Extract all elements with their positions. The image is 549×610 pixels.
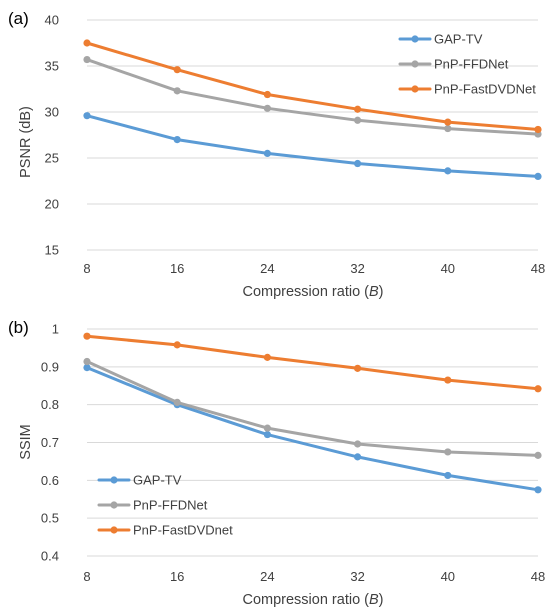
series-line-psnr-0	[85, 114, 540, 178]
data-point-ssim-2	[263, 353, 271, 361]
panel-label-a: (a)	[8, 9, 29, 28]
data-point-ssim-0	[444, 471, 452, 480]
x-axis-label-ssim: Compression ratio (B)	[242, 592, 383, 608]
y-tick-label-ssim: 0.9	[41, 359, 59, 374]
x-tick-label-ssim: 16	[170, 569, 184, 584]
x-axis-label-psnr: Compression ratio (B)	[242, 284, 383, 300]
data-point-ssim-1	[83, 357, 91, 366]
y-tick-label-psnr: 15	[45, 243, 59, 258]
data-point-psnr-0	[354, 159, 362, 168]
x-tick-label-ssim: 8	[83, 569, 90, 584]
legend-label-ssim-1: PnP-FFDNet	[133, 498, 208, 513]
legend-marker-psnr-1	[411, 60, 419, 68]
x-tick-label-psnr: 48	[531, 261, 545, 276]
data-point-ssim-0	[534, 486, 542, 494]
x-tick-label-ssim: 24	[260, 569, 274, 584]
x-tick-label-psnr: 40	[441, 261, 455, 276]
data-point-psnr-2	[83, 39, 91, 47]
data-point-psnr-2	[354, 105, 362, 113]
legend-label-ssim-2: PnP-FastDVDnet	[133, 523, 233, 538]
data-point-ssim-1	[444, 448, 452, 456]
data-point-ssim-2	[354, 364, 362, 372]
data-point-psnr-2	[534, 125, 542, 134]
legend-marker-psnr-2	[411, 85, 419, 93]
x-tick-labels-ssim: 8 16 24 32 40 48	[83, 569, 545, 584]
x-tick-label-psnr: 16	[170, 261, 184, 276]
y-tick-label-ssim: 0.4	[41, 549, 59, 564]
series-line-psnr-2	[85, 41, 540, 131]
legend-ssim: GAP-TV PnP-FFDNet PnP-FastDVDnet	[97, 473, 233, 538]
data-point-psnr-1	[173, 87, 181, 95]
data-point-ssim-2	[534, 385, 542, 393]
y-tick-label-psnr: 20	[45, 197, 59, 212]
x-tick-label-psnr: 8	[83, 261, 90, 276]
y-tick-label-psnr: 25	[45, 151, 59, 166]
x-tick-label-psnr: 32	[350, 261, 364, 276]
x-tick-label-psnr: 24	[260, 261, 274, 276]
data-point-psnr-0	[534, 172, 542, 180]
y-tick-labels-psnr: 15 20 25 30 35 40	[45, 13, 59, 258]
y-tick-labels-ssim: 0.4 0.5 0.6 0.7 0.8 0.9 1	[41, 322, 59, 564]
legend-label-psnr-2: PnP-FastDVDNet	[434, 82, 536, 97]
data-point-ssim-0	[263, 430, 271, 439]
data-point-psnr-1	[83, 55, 91, 64]
x-tick-label-ssim: 32	[350, 569, 364, 584]
legend-label-psnr-1: PnP-FFDNet	[434, 57, 509, 72]
chart-ssim: (b) 0.4 0.5 0.6 0.7 0.8 0.9 1 8 16 24 32 40 48 SSIM…	[8, 318, 545, 608]
gridlines-ssim	[87, 328, 538, 557]
y-tick-label-psnr: 35	[45, 59, 59, 74]
x-tick-labels-psnr: 8 16 24 32 40 48	[83, 261, 545, 276]
y-tick-label-ssim: 0.6	[41, 473, 59, 488]
y-tick-label-psnr: 30	[45, 105, 59, 120]
y-tick-label-ssim: 0.8	[41, 397, 59, 412]
chart-psnr: (a) 15 20 25 30 35 40 8 16 24 32 40 48 PSNR (dB) C…	[8, 9, 545, 300]
legend-marker-ssim-1	[110, 501, 118, 509]
data-point-psnr-0	[263, 149, 271, 157]
data-point-ssim-1	[534, 451, 542, 459]
y-tick-label-psnr: 40	[45, 13, 59, 28]
data-point-psnr-2	[444, 118, 452, 126]
data-point-ssim-1	[263, 424, 271, 432]
series-line-ssim-0	[85, 366, 540, 492]
y-axis-label-ssim: SSIM	[18, 424, 34, 459]
series-group-psnr	[83, 39, 542, 180]
data-point-ssim-2	[444, 376, 452, 384]
data-point-psnr-1	[263, 104, 271, 112]
data-point-psnr-2	[173, 66, 181, 74]
series-line-psnr-1	[85, 58, 540, 136]
legend-label-psnr-0: GAP-TV	[434, 32, 483, 47]
data-point-psnr-2	[263, 90, 271, 99]
data-point-ssim-1	[354, 440, 362, 448]
data-point-psnr-0	[444, 167, 452, 175]
legend-marker-ssim-0	[110, 476, 118, 484]
x-tick-label-ssim: 48	[531, 569, 545, 584]
series-group-ssim	[83, 332, 542, 494]
data-point-ssim-0	[354, 453, 362, 461]
data-point-ssim-0	[83, 363, 91, 372]
series-line-ssim-2	[85, 334, 540, 391]
legend-marker-ssim-2	[110, 526, 118, 534]
data-point-psnr-1	[354, 116, 362, 124]
x-tick-label-ssim: 40	[441, 569, 455, 584]
y-axis-label-psnr: PSNR (dB)	[18, 106, 34, 178]
data-point-psnr-0	[83, 112, 91, 120]
data-point-ssim-2	[173, 341, 181, 349]
y-tick-label-ssim: 1	[52, 322, 59, 337]
data-point-ssim-1	[173, 398, 181, 406]
legend-label-ssim-0: GAP-TV	[133, 473, 182, 488]
legend-marker-psnr-0	[411, 35, 419, 43]
y-tick-label-ssim: 0.7	[41, 435, 59, 450]
data-point-psnr-1	[444, 124, 452, 133]
data-point-ssim-2	[83, 332, 91, 340]
panel-label-b: (b)	[8, 318, 29, 337]
data-point-psnr-0	[173, 136, 181, 144]
y-tick-label-ssim: 0.5	[41, 511, 59, 526]
legend-psnr: GAP-TV PnP-FFDNet PnP-FastDVDNet	[398, 32, 536, 97]
series-line-ssim-1	[85, 360, 540, 457]
